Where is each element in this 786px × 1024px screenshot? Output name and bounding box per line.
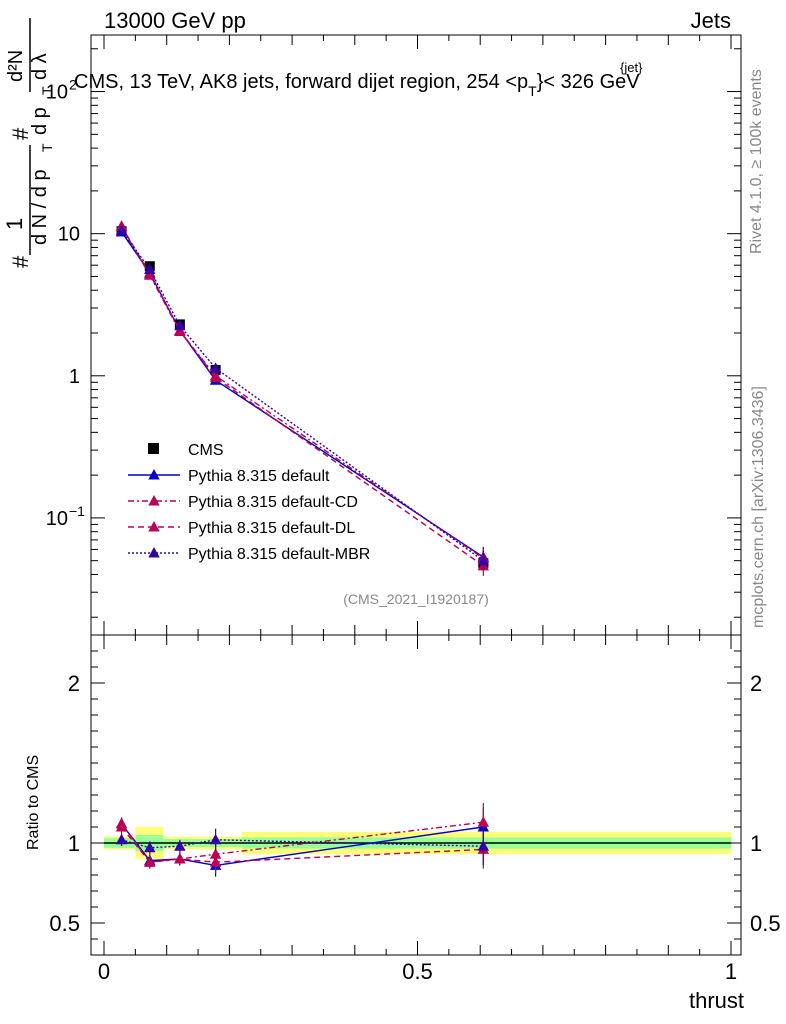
main-y-tick-exponent: 2 bbox=[69, 77, 77, 93]
legend-label: Pythia 8.315 default-MBR bbox=[188, 546, 370, 563]
ratio-point-mbr bbox=[115, 833, 128, 845]
series-mbr bbox=[115, 224, 490, 571]
legend-label: Pythia 8.315 default bbox=[188, 468, 330, 485]
series-point-mbr bbox=[209, 362, 222, 373]
svg-text:d N / d p: d N / d p bbox=[29, 169, 51, 245]
ratio-series-group bbox=[115, 803, 490, 877]
series-cms bbox=[116, 226, 489, 569]
series-default bbox=[115, 225, 490, 568]
ratio-point-cd bbox=[477, 816, 490, 827]
header-process: Jets bbox=[691, 8, 731, 33]
svg-text:T: T bbox=[39, 143, 55, 152]
svg-text:#: # bbox=[8, 127, 33, 140]
main-y-tick-label: 1 bbox=[69, 366, 80, 388]
ratio-y-tick-label-left: 1 bbox=[68, 831, 80, 856]
ratio-plot-frame bbox=[90, 634, 742, 956]
x-tick-label: 1 bbox=[725, 959, 737, 984]
main-y-tick-label: 10 bbox=[46, 508, 68, 530]
ratio-y-axis-label: Ratio to CMS bbox=[25, 755, 42, 850]
svg-text:T: T bbox=[39, 86, 55, 95]
ratio-point-dl bbox=[174, 853, 186, 864]
legend-item-mbr: Pythia 8.315 default-MBR bbox=[128, 546, 370, 563]
legend-swatch bbox=[148, 469, 160, 480]
ratio-y-tick-label-right: 0.5 bbox=[750, 911, 781, 936]
series-line-dl bbox=[120, 225, 484, 567]
series-line-mbr bbox=[120, 229, 484, 562]
legend-item-dl: Pythia 8.315 default-DL bbox=[128, 520, 355, 537]
ratio-tick-labels: 0.5 0.5 1 1 2 2 0 0.5 1 bbox=[49, 671, 780, 984]
ratio-point-dl bbox=[144, 856, 156, 867]
legend-item-cd: Pythia 8.315 default-CD bbox=[128, 494, 358, 511]
svg-text:CMS, 13 TeV, AK8 jets, forward: CMS, 13 TeV, AK8 jets, forward dijet reg… bbox=[74, 71, 640, 99]
legend-item-cms: CMS bbox=[148, 442, 224, 459]
series-line-cd bbox=[120, 226, 484, 559]
series-point-mbr bbox=[144, 263, 156, 274]
plot-title-superscript: {jet} bbox=[620, 60, 643, 75]
main-y-tick-label: 10 bbox=[46, 82, 68, 104]
legend-swatch bbox=[148, 443, 159, 454]
main-y-tick-label: 10 bbox=[58, 224, 80, 246]
ratio-point-mbr bbox=[209, 833, 222, 845]
series-point-mbr bbox=[174, 319, 186, 331]
x-tick-label: 0.5 bbox=[402, 959, 433, 984]
ratio-point-mbr bbox=[477, 840, 490, 851]
mcplots-label: mcplots.cern.ch [arXiv:1306.3436] bbox=[750, 386, 767, 628]
svg-text:1: 1 bbox=[2, 218, 27, 230]
svg-text:#: # bbox=[8, 255, 33, 268]
series-cd bbox=[115, 220, 490, 569]
ratio-point-dl bbox=[209, 856, 222, 867]
analysis-id: (CMS_2021_I1920187) bbox=[343, 591, 489, 607]
legend-swatch bbox=[148, 495, 160, 506]
series-point-mbr bbox=[115, 224, 128, 235]
ratio-point-dl bbox=[115, 821, 128, 832]
legend-swatch bbox=[148, 547, 160, 558]
svg-text:d²N: d²N bbox=[5, 50, 27, 82]
x-axis-label: thrust bbox=[689, 988, 744, 1013]
legend-label: Pythia 8.315 default-CD bbox=[188, 494, 358, 511]
ratio-y-tick-label-right: 2 bbox=[750, 671, 762, 696]
ratio-y-tick-label-right: 1 bbox=[750, 831, 762, 856]
legend: CMS Pythia 8.315 default Pythia 8.315 defa… bbox=[128, 442, 370, 563]
series-point-mbr bbox=[477, 554, 490, 566]
plot-title: CMS, 13 TeV, AK8 jets, forward dijet reg… bbox=[74, 60, 643, 99]
ratio-point-mbr bbox=[144, 841, 156, 853]
ratio-series-mbr bbox=[115, 827, 490, 866]
main-y-tick-exponent: −1 bbox=[69, 503, 85, 519]
header-energy: 13000 GeV pp bbox=[104, 8, 246, 33]
legend-label: CMS bbox=[188, 442, 224, 459]
legend-item-default: Pythia 8.315 default bbox=[128, 468, 330, 485]
ratio-line-mbr bbox=[121, 839, 484, 849]
svg-text:d λ: d λ bbox=[29, 53, 51, 80]
ratio-axis-ticks bbox=[91, 635, 741, 955]
ratio-line-cd bbox=[120, 821, 484, 863]
main-axis-ticks bbox=[91, 35, 741, 635]
series-point-dl bbox=[209, 371, 222, 383]
legend-label: Pythia 8.315 default-DL bbox=[188, 520, 355, 537]
ratio-y-tick-label-left: 2 bbox=[68, 671, 80, 696]
ratio-point-mbr bbox=[174, 840, 186, 851]
ratio-y-tick-label-left: 0.5 bbox=[49, 911, 80, 936]
main-y-axis-label: # 1 d N / d p T # d²N d p T d λ bbox=[2, 18, 55, 268]
svg-text:d p: d p bbox=[29, 107, 51, 135]
legend-swatch bbox=[148, 521, 160, 532]
x-tick-label: 0 bbox=[98, 959, 110, 984]
rivet-label: Rivet 4.1.0, ≥ 100k events bbox=[748, 69, 765, 254]
main-series-group bbox=[115, 220, 490, 576]
